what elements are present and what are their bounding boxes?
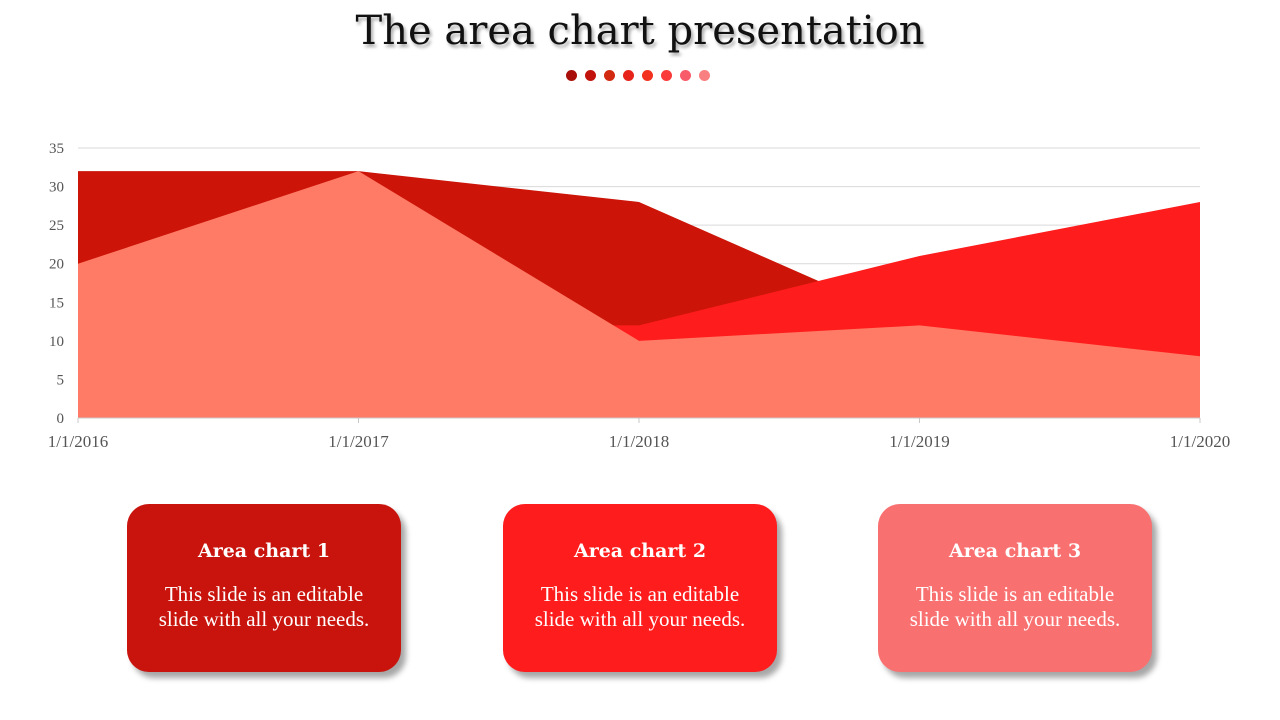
- x-tick-label-2: 1/1/2017: [328, 432, 389, 451]
- card-3-title: Area chart 3: [948, 540, 1082, 562]
- dot-3: [604, 70, 615, 81]
- y-tick-label-20: 20: [49, 257, 64, 273]
- dot-5: [642, 70, 653, 81]
- card-2-title: Area chart 2: [573, 540, 707, 562]
- y-tick-label-35: 35: [49, 141, 64, 157]
- x-tick-label-3: 1/1/2018: [609, 432, 669, 451]
- dot-7: [680, 70, 691, 81]
- area-series-3: [78, 171, 1200, 418]
- dot-4: [623, 70, 634, 81]
- y-tick-label-25: 25: [49, 218, 64, 234]
- card-area-chart-2[interactable]: Area chart 2 This slide is an editable s…: [503, 504, 777, 672]
- dot-8: [699, 70, 710, 81]
- x-tick-label-5: 1/1/2020: [1170, 432, 1230, 451]
- dot-1: [566, 70, 577, 81]
- y-tick-label-0: 0: [57, 411, 65, 427]
- decorative-dots: [566, 70, 710, 81]
- dot-2: [585, 70, 596, 81]
- card-1-title: Area chart 1: [197, 540, 331, 562]
- card-3-body: This slide is an editable slide with all…: [909, 582, 1121, 631]
- y-tick-label-5: 5: [57, 372, 65, 388]
- slide-title: The area chart presentation: [355, 8, 925, 54]
- card-area-chart-1[interactable]: Area chart 1 This slide is an editable s…: [127, 504, 401, 672]
- x-tick-label-4: 1/1/2019: [889, 432, 949, 451]
- x-tick-label-1: 1/1/2016: [48, 432, 108, 451]
- y-tick-label-15: 15: [49, 295, 64, 311]
- y-tick-label-30: 30: [49, 180, 64, 196]
- card-area-chart-3[interactable]: Area chart 3 This slide is an editable s…: [878, 504, 1152, 672]
- dot-6: [661, 70, 672, 81]
- y-tick-label-10: 10: [49, 334, 64, 350]
- card-2-body: This slide is an editable slide with all…: [534, 582, 746, 631]
- card-1-body: This slide is an editable slide with all…: [158, 582, 370, 631]
